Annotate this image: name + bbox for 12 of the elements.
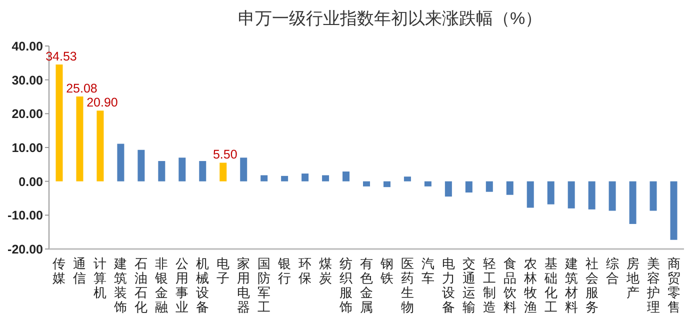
y-tick-label: 20.00 xyxy=(12,107,44,122)
y-tick-label: 0.00 xyxy=(18,174,44,189)
y-tick-label: -20.00 xyxy=(8,242,44,256)
y-tick-label: 10.00 xyxy=(12,141,44,155)
data-label: 20.90 xyxy=(86,96,118,110)
y-tick-label: -10.00 xyxy=(8,208,44,223)
data-label: 34.53 xyxy=(46,50,77,64)
y-tick-label: 30.00 xyxy=(12,73,44,88)
data-label: 25.08 xyxy=(66,81,98,96)
data-label: 5.50 xyxy=(212,148,238,162)
y-tick-label: 40.00 xyxy=(12,40,44,54)
chart-title: 申万一级行业指数年初以来涨跌幅（%） xyxy=(238,9,542,28)
